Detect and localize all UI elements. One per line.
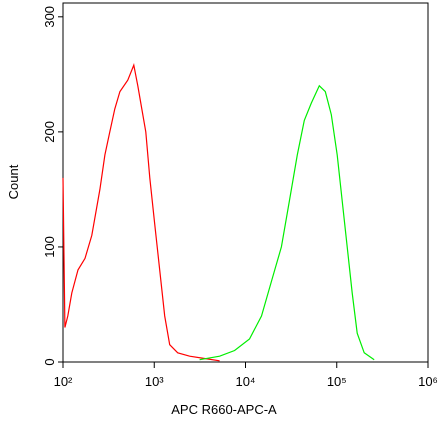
y-tick-label: 0 bbox=[42, 358, 57, 365]
histogram-line bbox=[199, 84, 375, 361]
y-tick-label: 100 bbox=[42, 236, 57, 258]
x-tick-label: 10⁴ bbox=[235, 374, 255, 389]
y-tick-label: 300 bbox=[42, 6, 57, 28]
y-axis-label: Count bbox=[6, 164, 21, 199]
plot-frame bbox=[62, 2, 429, 363]
x-tick-label: 10⁶ bbox=[418, 374, 438, 389]
x-tick-label: 10² bbox=[54, 374, 73, 389]
x-tick-label: 10³ bbox=[145, 374, 164, 389]
histogram-line bbox=[62, 62, 220, 362]
x-tick-label: 10⁵ bbox=[327, 374, 347, 389]
x-axis-label: APC R660-APC-A bbox=[171, 402, 277, 417]
y-tick-label: 200 bbox=[42, 121, 57, 143]
